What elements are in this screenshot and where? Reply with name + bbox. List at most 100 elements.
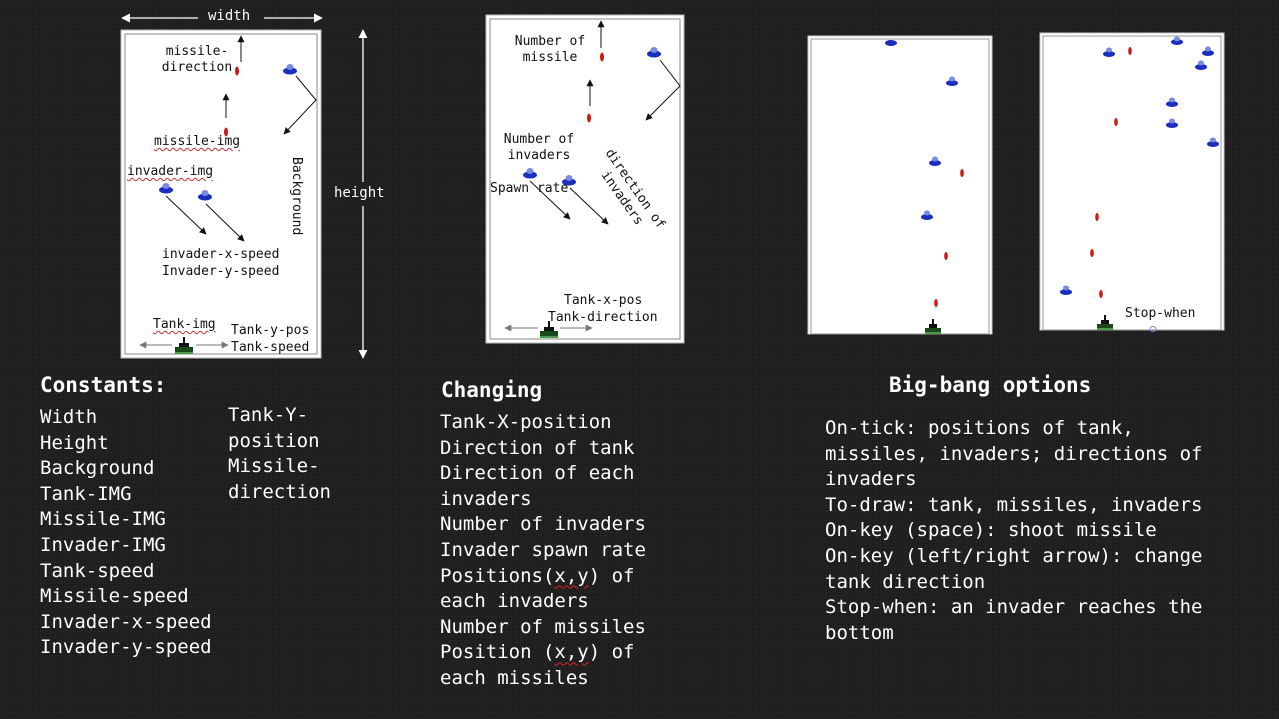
tank-img-label: Tank-img: [153, 317, 216, 333]
changing-item: Tank-X-position: [440, 411, 612, 433]
missile-sprite: [1095, 213, 1099, 221]
diagram-changing-svg: [485, 14, 685, 344]
missile-sprite: [934, 299, 938, 307]
game-screenshot-2: Stop-when: [0, 0, 1240, 340]
invader-sprite: [946, 76, 958, 86]
game-canvas-inner: [810, 38, 990, 335]
constants-item: direction: [228, 480, 331, 503]
constants-item: Background: [40, 457, 155, 480]
constants-item: Width: [40, 406, 98, 428]
invader-sprite: [1103, 47, 1115, 57]
tank-img-label-text: Tank-img: [153, 317, 216, 332]
spawn-rate-label: Spawn rate: [490, 181, 569, 196]
invader-sprite: [1195, 60, 1207, 70]
constants-item: Invader-IMG: [40, 533, 166, 556]
tank-direction-label: Tank-direction: [548, 310, 658, 325]
missile-img-label: missile-img: [154, 134, 240, 150]
invader-sprite: [562, 175, 576, 186]
bigbang-item: On-tick: positions of tank,: [825, 417, 1134, 439]
invader-sprite: [647, 47, 661, 58]
game-screenshot-1-svg: [807, 35, 993, 335]
changing-item: Direction of each: [440, 462, 635, 485]
constants-item: Missile-speed: [40, 585, 189, 608]
invader-sprite: [929, 156, 941, 166]
invader-sprite: [1202, 46, 1214, 56]
missile-sprite: [960, 169, 964, 177]
diagram-changing: Number of missile Number of invaders Spa…: [0, 0, 700, 350]
invader-direction-arrow: [569, 187, 609, 225]
invader-img-label: invader-img: [127, 164, 213, 180]
constants-item: Tank-speed: [40, 559, 155, 582]
constants-item: Tank-Y-: [228, 404, 309, 426]
bigbang-item: bottom: [825, 621, 894, 644]
changing-item: each invaders: [440, 590, 589, 613]
invader-sprite: [159, 183, 173, 194]
changing-item: Number of missiles: [440, 615, 646, 638]
constants-item: Invader-y-speed: [40, 636, 212, 659]
invader-sprite: [283, 64, 297, 75]
bigbang-heading: Big-bang options: [889, 373, 1092, 397]
invader-sprite: [885, 40, 897, 46]
height-label: height: [334, 185, 385, 201]
bigbang-item: tank direction: [825, 570, 986, 593]
xy-text: x,y: [554, 641, 589, 664]
missile-sprite: [1114, 118, 1118, 126]
missile-sprite: [1128, 47, 1132, 55]
number-of-missile-label: Number of missile: [514, 34, 586, 65]
xy-text: x,y: [554, 564, 589, 587]
game-screenshot-2-svg: [1039, 32, 1225, 332]
constants-item: Invader-x-speed: [40, 610, 212, 633]
tank-sprite: [175, 337, 193, 354]
invader-y-speed-label: Invader-y-speed: [162, 264, 280, 279]
missile-img-label-text: missile-img: [154, 134, 241, 149]
tank-sprite: [925, 319, 941, 334]
diagram-constants: width height missile-direction missile-i…: [0, 0, 400, 370]
tank-x-pos-label: Tank-x-pos: [564, 293, 643, 308]
missile-direction-label: missile-direction: [161, 44, 233, 75]
invader-sprite: [523, 168, 537, 179]
tank-sprite: [1097, 315, 1113, 330]
missile-sprite: [1099, 290, 1103, 298]
invader-sprite: [1060, 285, 1072, 295]
invader-direction-arrow: [165, 195, 207, 235]
invader-sprite: [1171, 36, 1183, 45]
invader-sprite: [1166, 97, 1178, 107]
tank-y-pos-label: Tank-y-pos: [231, 323, 310, 338]
constants-item: position: [228, 429, 320, 452]
missile-sprite: [235, 66, 239, 76]
bigbang-item: missiles, invaders; directions of: [825, 442, 1203, 465]
invader-sprite: [1166, 118, 1178, 128]
canvas-frame: [485, 14, 685, 344]
canvas-inner-border: [489, 18, 681, 340]
changing-list: Tank-X-position Direction of tank Directio…: [440, 410, 646, 692]
game-canvas: [807, 35, 993, 335]
constants-item: Missile-: [228, 455, 320, 478]
bigbang-list: On-tick: positions of tank, missiles, inv…: [825, 416, 1203, 646]
bigbang-item: invaders: [825, 468, 917, 491]
constants-item: Missile-IMG: [40, 508, 166, 531]
bigbang-item: To-draw: tank, missiles, invaders: [825, 493, 1203, 516]
invader-x-speed-label: invader-x-speed: [162, 247, 280, 262]
changing-item: Direction of tank: [440, 436, 635, 459]
missile-sprite: [944, 252, 948, 260]
invader-direction-arrow: [205, 203, 245, 242]
invader-img-label-text: invader-img: [127, 164, 214, 179]
tank-speed-label: Tank-speed: [231, 340, 310, 355]
invader-sprite: [198, 190, 212, 201]
missile-sprite: [587, 113, 591, 123]
stop-when-label: Stop-when: [1125, 306, 1196, 321]
changing-item: Position (x,y) of: [440, 641, 635, 664]
missile-sprite: [1090, 249, 1094, 257]
bigbang-item: On-key (space): shoot missile: [825, 519, 1157, 542]
constants-item: Tank-IMG: [40, 482, 132, 505]
canvas-frame: [120, 29, 322, 359]
invader-sprite: [1207, 137, 1219, 147]
changing-item: Invader spawn rate: [440, 538, 646, 561]
game-screenshot-1: [0, 0, 1000, 340]
invader-bounce-arrow: [283, 75, 317, 135]
changing-item: Number of invaders: [440, 513, 646, 536]
invader-sprite: [921, 210, 933, 220]
changing-item: invaders: [440, 487, 532, 510]
canvas-inner-border: [124, 33, 318, 355]
changing-heading: Changing: [441, 378, 543, 402]
